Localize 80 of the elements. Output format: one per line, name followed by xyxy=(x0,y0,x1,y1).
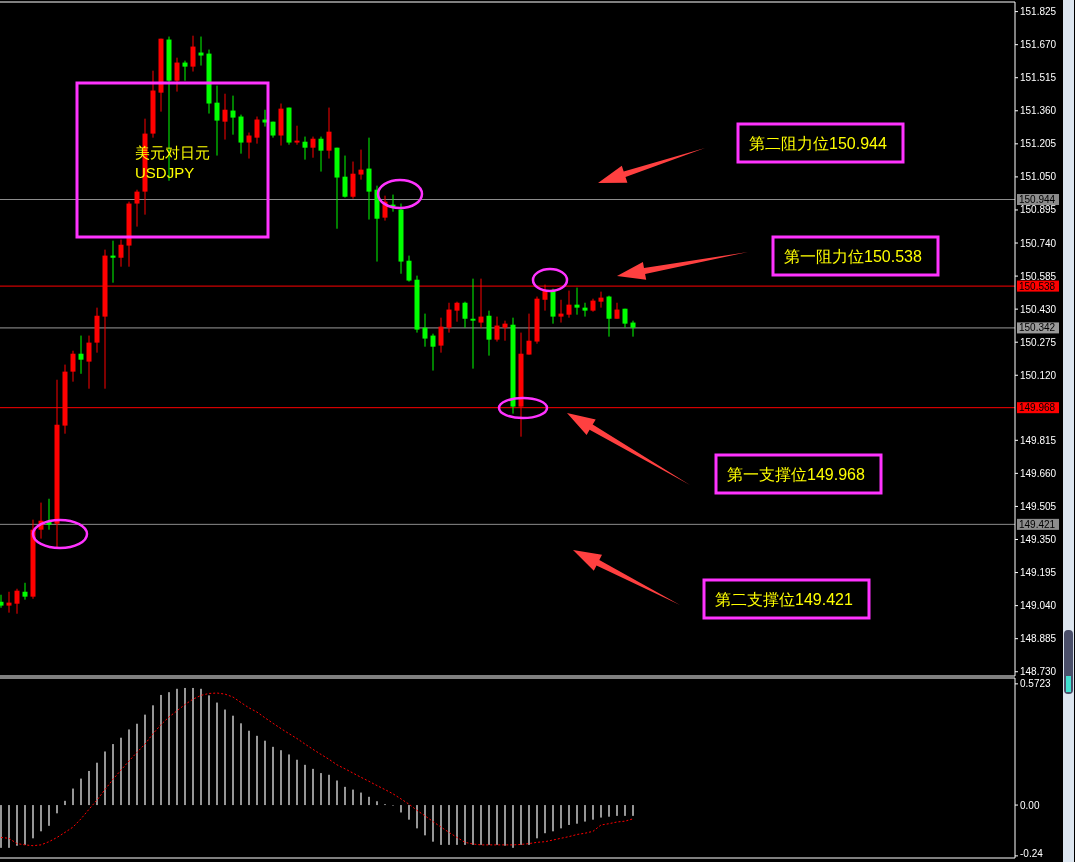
y-tick-label: -0.24 xyxy=(1020,847,1044,859)
y-tick-label: 0.00 xyxy=(1020,799,1040,811)
y-tick-label: 151.515 xyxy=(1020,72,1057,84)
candlestick xyxy=(582,302,588,318)
candlestick xyxy=(118,239,124,268)
line-series xyxy=(0,692,634,847)
y-tick-label: 149.660 xyxy=(1020,467,1057,479)
candlestick xyxy=(326,107,332,160)
candlestick xyxy=(14,588,20,615)
candlestick xyxy=(22,582,28,601)
candlestick xyxy=(630,320,636,338)
y-tick-label: 150.740 xyxy=(1020,237,1057,249)
candlestick xyxy=(574,287,580,316)
candlestick xyxy=(78,335,84,375)
candlestick xyxy=(230,95,236,136)
candlestick xyxy=(486,310,492,357)
candlestick xyxy=(558,299,564,324)
annotation: 第二阻力位150.944 xyxy=(749,134,887,152)
candlestick xyxy=(302,136,308,161)
candlestick xyxy=(502,320,508,342)
candlestick xyxy=(310,136,316,159)
candlestick xyxy=(246,132,252,160)
candlestick xyxy=(422,313,428,348)
candlestick xyxy=(198,36,204,67)
ref-line-label: 149.968 xyxy=(1019,402,1056,414)
candlestick xyxy=(174,57,180,93)
candlestick xyxy=(190,35,196,73)
candlestick xyxy=(406,255,412,283)
candlestick xyxy=(254,116,260,145)
candlestick xyxy=(366,137,372,221)
y-tick-label: 151.205 xyxy=(1020,138,1057,150)
candlestick xyxy=(446,302,452,334)
y-tick-label: 151.360 xyxy=(1020,105,1057,117)
candlestick xyxy=(294,125,300,146)
candlestick xyxy=(494,316,500,343)
y-tick-label: 150.895 xyxy=(1020,204,1057,216)
candlestick xyxy=(70,350,76,383)
candlestick xyxy=(214,85,220,157)
y-tick-label: 149.195 xyxy=(1020,567,1057,579)
candlestick xyxy=(6,591,12,614)
ref-line-label: 150.538 xyxy=(1019,280,1056,292)
y-tick-label: 149.815 xyxy=(1020,434,1057,446)
candlestick xyxy=(358,149,364,181)
y-tick-label: 149.350 xyxy=(1020,533,1057,545)
candlestick xyxy=(0,594,4,609)
y-tick-label: 148.885 xyxy=(1020,633,1057,645)
ref-line-label: 150.944 xyxy=(1019,194,1056,206)
y-tick-label: 0.5723 xyxy=(1020,678,1052,690)
candlestick xyxy=(86,335,92,390)
annotation: 第一支撑位149.968 xyxy=(727,465,865,483)
annotation: 第二支撑位149.421 xyxy=(715,590,853,608)
candlestick xyxy=(566,290,572,319)
candlestick xyxy=(222,93,228,141)
candlestick xyxy=(526,313,532,356)
candlestick xyxy=(430,333,436,372)
y-tick-label: 150.120 xyxy=(1020,369,1057,381)
candlestick xyxy=(182,60,188,82)
annotation: 第一阻力位150.538 xyxy=(784,247,922,265)
y-tick-label: 148.730 xyxy=(1020,665,1057,677)
y-tick-label: 149.505 xyxy=(1020,500,1057,512)
y-tick-label: 149.040 xyxy=(1020,600,1057,612)
y-tick-label: 151.050 xyxy=(1020,171,1057,183)
candlestick xyxy=(350,161,356,200)
y-tick-label: 151.825 xyxy=(1020,6,1057,18)
candlestick xyxy=(438,317,444,354)
candlestick xyxy=(110,240,116,284)
candlestick xyxy=(454,301,460,323)
candlestick xyxy=(318,136,324,173)
y-tick-label: 150.275 xyxy=(1020,336,1057,348)
y-tick-label: 151.670 xyxy=(1020,39,1057,51)
candlestick xyxy=(606,295,612,338)
ref-line-label: 149.421 xyxy=(1019,518,1056,530)
ref-line-label: 150.342 xyxy=(1019,322,1056,334)
candlestick xyxy=(342,155,348,199)
candlestick xyxy=(470,278,476,370)
y-tick-label: 150.585 xyxy=(1020,270,1057,282)
candlestick xyxy=(462,301,468,329)
candlestick xyxy=(134,189,140,228)
candlestick xyxy=(598,291,604,309)
y-tick-label: 150.430 xyxy=(1020,303,1057,315)
